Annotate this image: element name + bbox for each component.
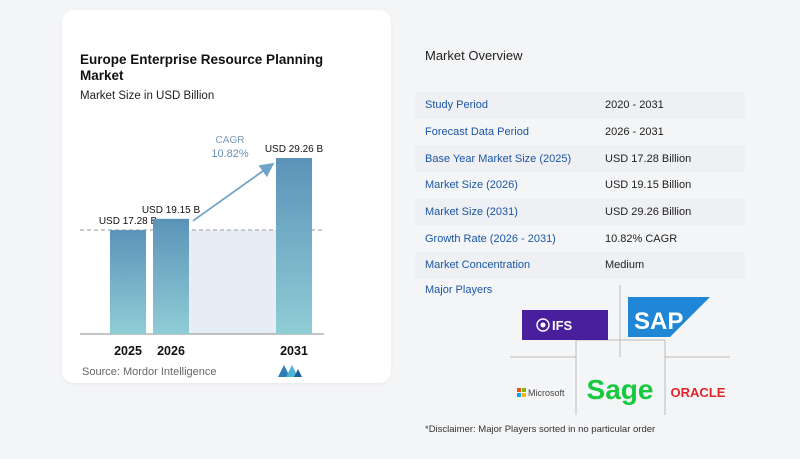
disclaimer-text: *Disclaimer: Major Players sorted in no …: [425, 424, 656, 435]
overview-value: 2026 - 2031: [605, 126, 664, 139]
sap-logo-icon: SAP: [628, 297, 710, 337]
overview-label: Market Concentration: [425, 259, 531, 272]
source-text: Source: Mordor Intelligence: [82, 366, 217, 378]
mordor-logo-icon: [278, 365, 302, 377]
overview-label: Base Year Market Size (2025): [425, 152, 572, 165]
overview-value: 2020 - 2031: [605, 99, 664, 112]
overview-value: USD 19.15 Billion: [605, 179, 692, 192]
overview-label: Study Period: [425, 99, 488, 112]
major-players-logos: IFS SAP Microsoft Sage ORACLE: [510, 285, 730, 415]
overview-row: Forecast Data Period 2026 - 2031: [415, 119, 745, 146]
cagr-arrow: [192, 162, 275, 222]
overview-label: Growth Rate (2026 - 2031): [425, 232, 556, 245]
major-players-title: Major Players: [425, 284, 493, 296]
overview-row: Market Size (2031) USD 29.26 Billion: [415, 198, 745, 226]
growth-shade-area: [189, 230, 276, 334]
overview-row: Market Size (2026) USD 19.15 Billion: [415, 172, 745, 199]
chart-subtitle: Market Size in USD Billion: [80, 90, 215, 102]
overview-row: Growth Rate (2026 - 2031) 10.82% CAGR: [415, 225, 745, 252]
chart-title: Europe Enterprise Resource Planning Mark…: [80, 52, 324, 83]
overview-label: Market Size (2026): [425, 179, 518, 192]
x-tick-label: 2026: [157, 344, 185, 358]
overview-row: Study Period 2020 - 2031: [415, 92, 745, 119]
overview-label: Forecast Data Period: [425, 126, 529, 139]
x-tick-label: 2025: [114, 344, 142, 358]
overview-title: Market Overview: [425, 48, 523, 63]
bar-chart: USD 17.28 B 2025 USD 19.15 B 2026 USD 29.26 …: [80, 135, 324, 358]
cagr-label: CAGR: [216, 135, 245, 146]
cagr-value: 10.82%: [211, 148, 249, 160]
overview-row: Base Year Market Size (2025) USD 17.28 B…: [415, 145, 745, 173]
bar-value-label: USD 17.28 B: [99, 216, 158, 227]
overview-row: Market Concentration Medium: [415, 252, 745, 279]
sap-logo-text: SAP: [634, 308, 683, 335]
ifs-logo-text: IFS: [552, 318, 573, 333]
overview-panel: Market Overview Study Period 2020 - 2031…: [415, 10, 745, 450]
bar-value-label: USD 29.26 B: [265, 144, 324, 155]
x-tick-label: 2031: [280, 344, 308, 358]
bar-2031: [276, 158, 312, 334]
microsoft-logo-text: Microsoft: [528, 388, 565, 398]
bar-2025: [110, 230, 146, 334]
bar-value-label: USD 19.15 B: [142, 205, 201, 216]
bar-2026: [153, 218, 189, 334]
ifs-logo-icon: IFS: [522, 310, 608, 340]
overview-label: Market Size (2031): [425, 206, 518, 219]
overview-value: 10.82% CAGR: [605, 232, 678, 245]
oracle-logo-icon: ORACLE: [671, 385, 726, 400]
overview-value: USD 29.26 Billion: [605, 206, 692, 219]
microsoft-logo-icon: Microsoft: [517, 388, 565, 398]
sage-logo-icon: Sage: [587, 374, 654, 405]
overview-value: Medium: [605, 259, 645, 272]
overview-table: Study Period 2020 - 2031 Forecast Data P…: [415, 92, 745, 279]
overview-value: USD 17.28 Billion: [605, 152, 692, 165]
chart-card: Europe Enterprise Resource Planning Mark…: [62, 10, 391, 383]
